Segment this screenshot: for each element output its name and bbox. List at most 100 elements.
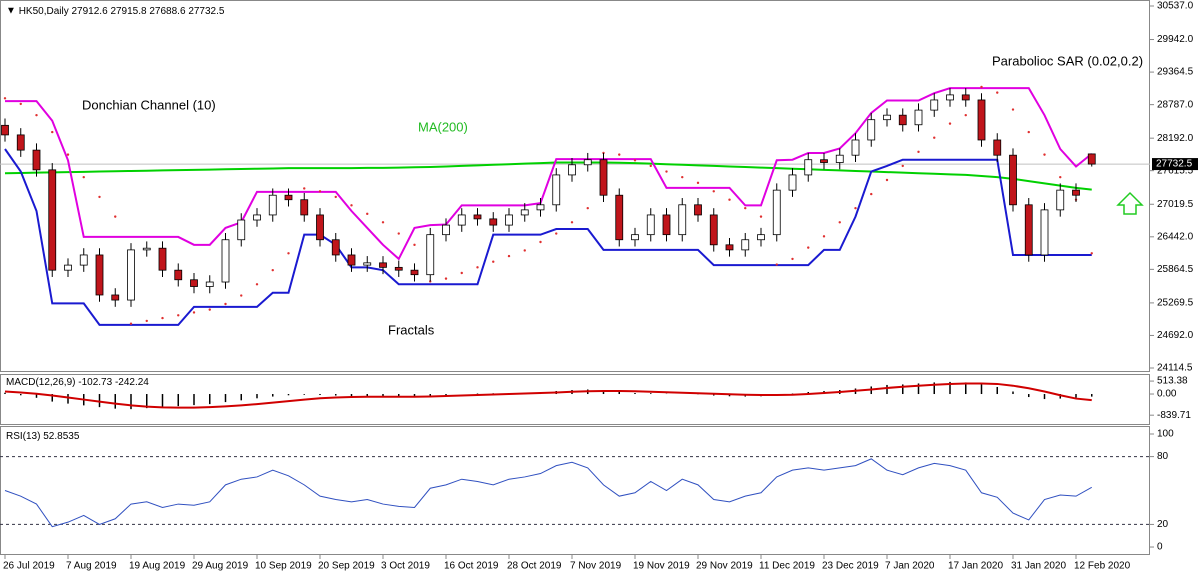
sar-dot [129, 322, 133, 325]
candle-body [741, 239, 750, 251]
y-tick-label: 20 [1157, 519, 1169, 530]
sar-dot [476, 266, 479, 269]
candle-body [190, 279, 198, 287]
candle-body [1024, 204, 1033, 256]
sar-dot [775, 263, 778, 266]
x-tick-label: 23 Dec 2019 [822, 561, 879, 572]
candle-body [536, 204, 545, 211]
x-tick-label: 16 Oct 2019 [444, 561, 499, 572]
x-tick-label: 20 Sep 2019 [318, 561, 375, 572]
y-tick-label: 29942.0 [1157, 34, 1194, 45]
y-tick-label: 28787.0 [1157, 99, 1194, 110]
signal-line [4, 382, 1092, 409]
sar-dot [240, 294, 243, 297]
candle-body [1, 124, 9, 136]
candle-body [300, 199, 309, 216]
annotation: Donchian Channel (10) [82, 97, 216, 112]
y-tick-label: 0 [1157, 542, 1163, 553]
candle-body [158, 247, 167, 271]
main-panel [0, 0, 1150, 372]
candle-body [16, 134, 25, 151]
current-price-label: 27732.5 [1156, 159, 1193, 170]
y-tick-label: 26442.0 [1157, 231, 1194, 242]
sar-dot [350, 204, 353, 207]
y-tick-label: 24114.5 [1157, 363, 1193, 374]
candle-body [316, 214, 324, 241]
candle-body [709, 214, 718, 246]
rsi-panel [0, 426, 1150, 555]
sar-dot [271, 268, 274, 272]
sar-dot [114, 215, 117, 218]
sar-dot [397, 232, 400, 235]
symbol-title: HK50,Daily [19, 6, 69, 17]
sar-dot [460, 271, 463, 275]
candle-body [646, 214, 655, 236]
y-tick-label: 28192.0 [1157, 133, 1194, 144]
candle-body [410, 269, 419, 276]
header-high: 27915.8 [110, 6, 147, 17]
sar-dot [66, 153, 70, 156]
candle-body [221, 239, 230, 283]
candle-body [883, 114, 891, 121]
candle-body [583, 159, 592, 166]
sar-dot [901, 164, 904, 168]
sar-dot [759, 215, 763, 218]
x-tick-label: 31 Jan 2020 [1011, 561, 1066, 572]
candle-body [599, 159, 608, 196]
indicator-line [5, 87, 1093, 261]
rsi-value: 52.8535 [43, 431, 80, 442]
sar-dot [633, 159, 637, 162]
sar-dot [82, 175, 85, 179]
sar-dot [318, 190, 322, 193]
x-tick-label: 3 Oct 2019 [381, 561, 430, 572]
annotation: MA(200) [418, 119, 468, 134]
rsi-line [4, 458, 1092, 528]
candle-body [205, 281, 214, 287]
candle-body [142, 247, 151, 251]
sar-dot [381, 221, 385, 224]
main-header: ▼ HK50,Daily 27912.6 27915.8 27688.6 277… [6, 6, 225, 17]
candle-body [835, 154, 844, 163]
sar-dot [539, 240, 542, 244]
current-price-box [1152, 158, 1198, 171]
sar-dot [287, 252, 290, 255]
sar-dot [35, 113, 38, 117]
sar-dot [728, 198, 731, 201]
candle-body [867, 119, 876, 141]
rsi-title: RSI(13) [6, 431, 40, 442]
header-close: 27732.5 [188, 6, 225, 17]
sar-dot [854, 206, 857, 210]
candle-body [111, 294, 120, 301]
sar-dot [980, 85, 983, 89]
candle-body [961, 94, 970, 101]
sar-dot [507, 254, 511, 258]
candle-body [1072, 189, 1080, 196]
annotation: Parabolioc SAR (0.02,0.2) [992, 53, 1143, 68]
x-tick-label: 26 Jul 2019 [3, 561, 55, 572]
sar-dot [208, 308, 211, 311]
sar-dot [665, 170, 668, 173]
y-tick-label: 80 [1157, 451, 1169, 462]
sar-dot [570, 221, 574, 224]
sar-dot [618, 153, 621, 156]
sar-dot [838, 221, 841, 224]
sar-dot [681, 175, 684, 179]
candle-body [930, 99, 939, 111]
x-tick-label: 29 Nov 2019 [696, 561, 753, 572]
candle-body [977, 99, 986, 141]
sar-dot [177, 314, 180, 317]
up-arrow-icon [1116, 191, 1144, 215]
x-tick-label: 17 Jan 2020 [948, 561, 1003, 572]
sar-dot [1043, 153, 1046, 156]
header-open: 27912.6 [72, 6, 109, 17]
sar-dot [51, 130, 54, 134]
candle-body [379, 262, 387, 268]
indicator-line [4, 148, 1092, 326]
y-tick-label: 100 [1157, 429, 1174, 440]
sar-dot [586, 206, 589, 210]
x-tick-label: 10 Sep 2019 [255, 561, 312, 572]
candle-body [914, 109, 923, 126]
x-tick-label: 19 Aug 2019 [129, 561, 186, 572]
candle-body [851, 139, 860, 156]
